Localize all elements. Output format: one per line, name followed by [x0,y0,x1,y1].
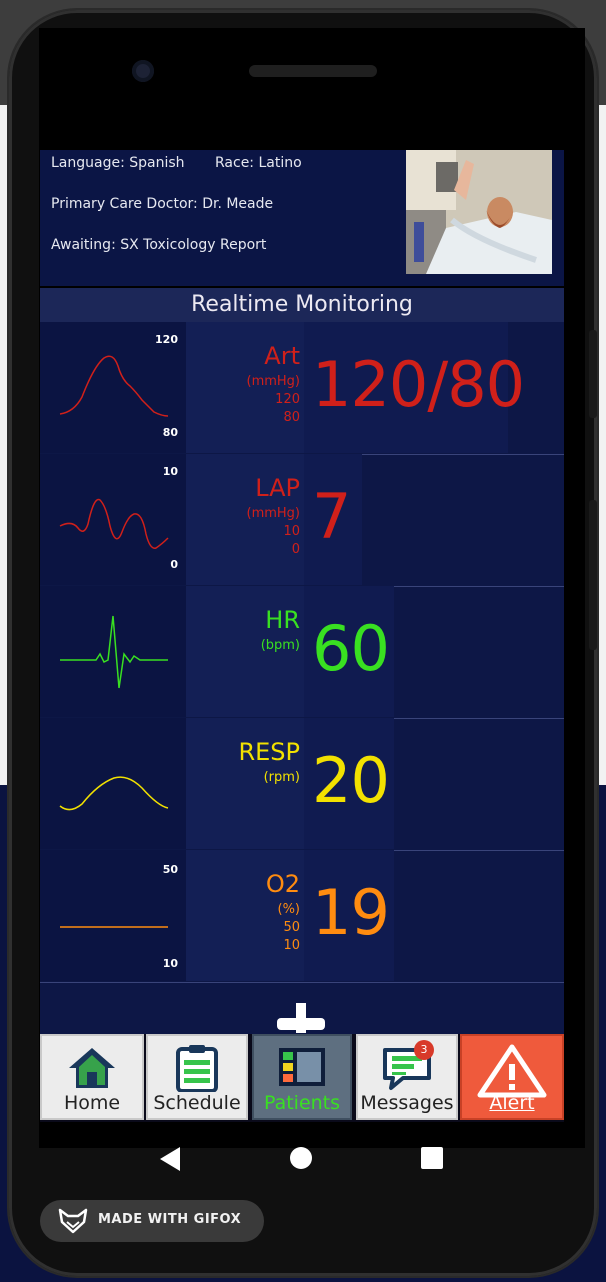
gifox-text: MADE WITH GIFOX [98,1212,242,1227]
back-icon[interactable] [158,1146,182,1172]
vital-label-panel: O2 (%) 50 10 [186,850,304,981]
vital-label-panel: RESP (rpm) [186,718,304,849]
scale-high: 120 [155,333,178,346]
scale-high: 10 [162,465,178,478]
power-button [589,500,597,650]
patients-panel-icon [279,1048,325,1086]
vital-upper-limit: 120 [275,392,300,407]
vital-value-panel: 20 [304,718,394,849]
patient-photo[interactable] [406,150,552,274]
scale-low: 10 [162,957,178,970]
vital-unit: (rpm) [263,770,300,785]
lap-waveform [59,498,169,549]
vital-unit: (%) [277,902,301,917]
waveform-panel [40,586,186,717]
waveform-panel: 120 80 [40,322,186,453]
vital-row-hr[interactable]: HR (bpm) 60 [40,586,564,719]
add-plus-icon[interactable] [277,1003,325,1035]
vital-upper-limit: 10 [283,524,300,539]
vital-value-panel: 60 [304,586,394,717]
vital-label: Art [264,342,300,370]
waveform-panel: 10 0 [40,454,186,585]
vital-value-panel: 120/80 [304,322,525,453]
ecg-waveform [60,615,168,689]
nav-alert-button[interactable]: Alert [460,1034,564,1120]
awaiting-report: Awaiting: SX Toxicology Report [51,237,267,253]
vital-label-panel: Art (mmHg) 120 80 [186,322,304,453]
vital-row-art[interactable]: 120 80 Art (mmHg) 120 80 120/80 [40,322,564,455]
nav-messages-label: Messages [360,1092,454,1114]
vital-upper-limit: 50 [283,920,300,935]
waveform-panel: 50 10 [40,850,186,981]
fox-logo-icon [58,1208,88,1234]
primary-care-doctor: Primary Care Doctor: Dr. Meade [51,196,274,212]
vital-value-panel: 7 [304,454,362,585]
messages-badge: 3 [414,1040,434,1060]
vital-lower-limit: 80 [283,410,300,425]
vital-value: 60 [312,612,390,685]
vital-row-resp[interactable]: RESP (rpm) 20 [40,718,564,851]
vital-unit: (mmHg) [246,506,301,521]
realtime-monitoring-title: Realtime Monitoring [40,288,564,322]
waveform-panel [40,718,186,849]
nav-patients-button[interactable]: Patients [252,1034,352,1120]
arterial-waveform [59,355,169,417]
scale-low: 80 [162,426,178,439]
earpiece-speaker [249,65,377,77]
vital-label-panel: LAP (mmHg) 10 0 [186,454,304,585]
recents-icon[interactable] [421,1147,443,1169]
vital-unit: (bpm) [260,638,300,653]
vital-value: 19 [312,876,390,949]
scale-high: 50 [162,863,178,876]
home-icon [69,1048,115,1088]
vital-unit: (mmHg) [246,374,301,389]
vital-label: LAP [255,474,300,502]
patient-race: Race: Latino [215,155,302,171]
front-camera [132,60,154,82]
patient-language: Language: Spanish [51,155,185,171]
vital-lower-limit: 0 [291,542,300,557]
vital-label: O2 [265,870,300,898]
nav-home-button[interactable]: Home [40,1034,144,1120]
respiration-waveform [59,776,169,811]
gifox-watermark: MADE WITH GIFOX [40,1200,264,1242]
patient-info-panel: Language: Spanish Race: Latino Primary C… [40,150,564,286]
vitals-monitor: 120 80 Art (mmHg) 120 80 120/80 10 0 LAP… [40,322,564,1034]
nav-schedule-label: Schedule [153,1092,241,1114]
volume-button [589,330,597,418]
vital-row-lap[interactable]: 10 0 LAP (mmHg) 10 0 7 [40,454,564,587]
nav-patients-label: Patients [263,1092,341,1114]
vital-label: RESP [238,738,300,766]
vital-label-panel: HR (bpm) [186,586,304,717]
o2-waveform [60,926,168,928]
scale-low: 0 [170,558,178,571]
home-circle-icon[interactable] [289,1146,313,1170]
vital-lower-limit: 10 [283,938,300,953]
nav-schedule-button[interactable]: Schedule [146,1034,248,1120]
clipboard-icon [176,1045,218,1092]
vital-value-panel: 19 [304,850,394,981]
vital-label: HR [265,606,300,634]
nav-home-label: Home [63,1092,121,1114]
warning-icon [477,1044,547,1098]
vital-value: 20 [312,744,390,817]
vital-value: 120/80 [312,348,525,421]
bottom-navigation: Home Schedule Patients 3 Messages [40,1034,564,1122]
system-navigation-bar [30,1130,576,1190]
vital-value: 7 [312,480,351,553]
vital-row-o2[interactable]: 50 10 O2 (%) 50 10 19 [40,850,564,983]
nav-messages-button[interactable]: 3 Messages [356,1034,458,1120]
nav-alert-label: Alert [489,1092,535,1114]
